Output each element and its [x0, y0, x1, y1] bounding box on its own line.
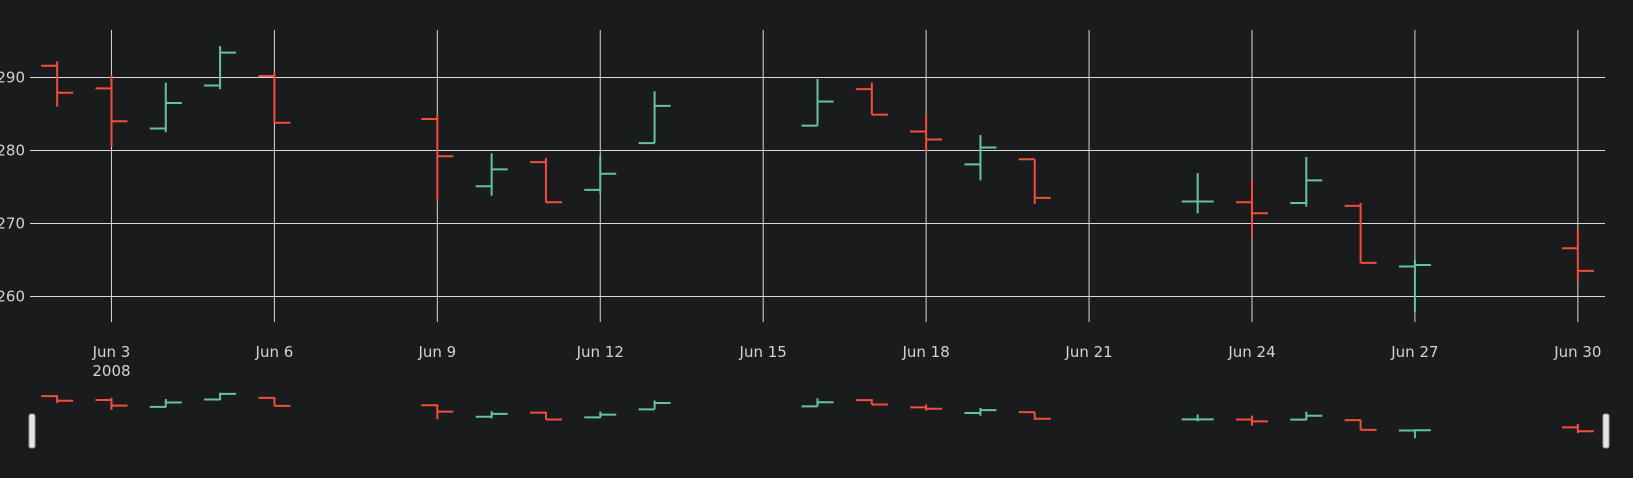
ohlc-bar [801, 78, 834, 127]
x-tick-label: Jun 12 [576, 343, 624, 361]
x-tick-sublabel: 2008 [92, 362, 130, 380]
y-tick-label: 270 [0, 214, 25, 232]
ohlc-bar-mini [421, 404, 454, 420]
ohlc-bar [149, 82, 182, 133]
ohlc-bar-mini [855, 399, 888, 406]
x-tick-label: Jun 6 [255, 343, 294, 361]
ohlc-bar-mini [475, 411, 508, 419]
ohlc-bar-mini [1290, 411, 1323, 421]
ohlc-bar [1344, 203, 1377, 264]
y-tick-label: 260 [0, 287, 25, 305]
ohlc-bar [475, 153, 508, 196]
ohlc-bar-mini [95, 397, 128, 410]
ohlc-bar [964, 135, 997, 181]
ohlc-bar-mini [1235, 415, 1268, 426]
ohlc-bar-mini [964, 408, 997, 416]
ohlc-bar-mini [204, 392, 237, 401]
ohlc-bar [529, 157, 562, 204]
ohlc-bar [1561, 228, 1594, 282]
x-tick-label: Jun 3 [92, 343, 131, 361]
ohlc-bar-mini [1344, 419, 1377, 431]
ohlc-bar-mini [1018, 411, 1051, 420]
ohlc-bar-mini [258, 396, 291, 407]
ohlc-bar-mini [1398, 429, 1431, 439]
ohlc-bar [41, 61, 74, 107]
y-tick-label: 290 [0, 68, 25, 86]
ohlc-bar [638, 91, 671, 145]
ohlc-bar-mini [41, 395, 74, 404]
ohlc-bar-mini [529, 411, 562, 421]
ohlc-bar-mini [1561, 424, 1594, 434]
x-tick-label: Jun 18 [901, 343, 949, 361]
range-slider[interactable] [28, 392, 1610, 449]
ohlc-bar [584, 155, 617, 194]
ohlc-bar [204, 46, 237, 90]
grid-lines [30, 30, 1605, 322]
ohlc-bar [1235, 179, 1268, 239]
range-slider-handle[interactable] [28, 413, 36, 449]
x-tick-label: Jun 15 [739, 343, 787, 361]
ohlc-bar [95, 75, 128, 147]
x-tick-label: Jun 27 [1390, 343, 1438, 361]
ohlc-bar [910, 114, 943, 152]
ohlc-bar-mini [638, 400, 671, 411]
ohlc-bar-mini [1181, 414, 1214, 422]
ohlc-bar-mini [584, 411, 617, 419]
ohlc-bar [1290, 157, 1323, 207]
ohlc-bar [855, 82, 888, 116]
x-tick-label: Jun 24 [1227, 343, 1275, 361]
ohlc-bar [1181, 173, 1214, 214]
y-tick-label: 280 [0, 141, 25, 159]
ohlc-bar [1018, 158, 1051, 204]
ohlc-bar-mini [149, 399, 182, 408]
ohlc-bar [421, 113, 454, 202]
x-tick-label: Jun 21 [1064, 343, 1112, 361]
y-axis-ticks: 260 270 280 290 [0, 68, 25, 305]
ohlc-bar [1398, 259, 1431, 312]
ohlc-bar-mini [910, 404, 943, 411]
ohlc-bar-mini [801, 398, 834, 408]
ohlc-bar [258, 72, 291, 124]
ohlc-bars [41, 46, 1594, 312]
x-tick-label: Jun 9 [417, 343, 456, 361]
x-tick-label: Jun 30 [1553, 343, 1601, 361]
range-slider-handle[interactable] [1602, 413, 1610, 449]
